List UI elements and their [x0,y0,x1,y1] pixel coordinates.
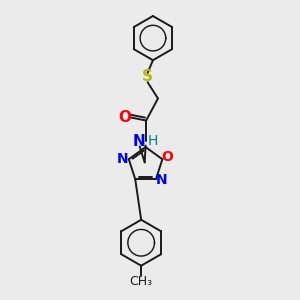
Text: S: S [142,69,153,84]
Text: H: H [148,134,158,148]
Text: O: O [118,110,131,125]
Text: N: N [117,152,129,166]
Text: O: O [162,150,174,164]
Text: N: N [156,173,168,188]
Text: N: N [132,134,145,149]
Text: CH₃: CH₃ [130,274,153,287]
